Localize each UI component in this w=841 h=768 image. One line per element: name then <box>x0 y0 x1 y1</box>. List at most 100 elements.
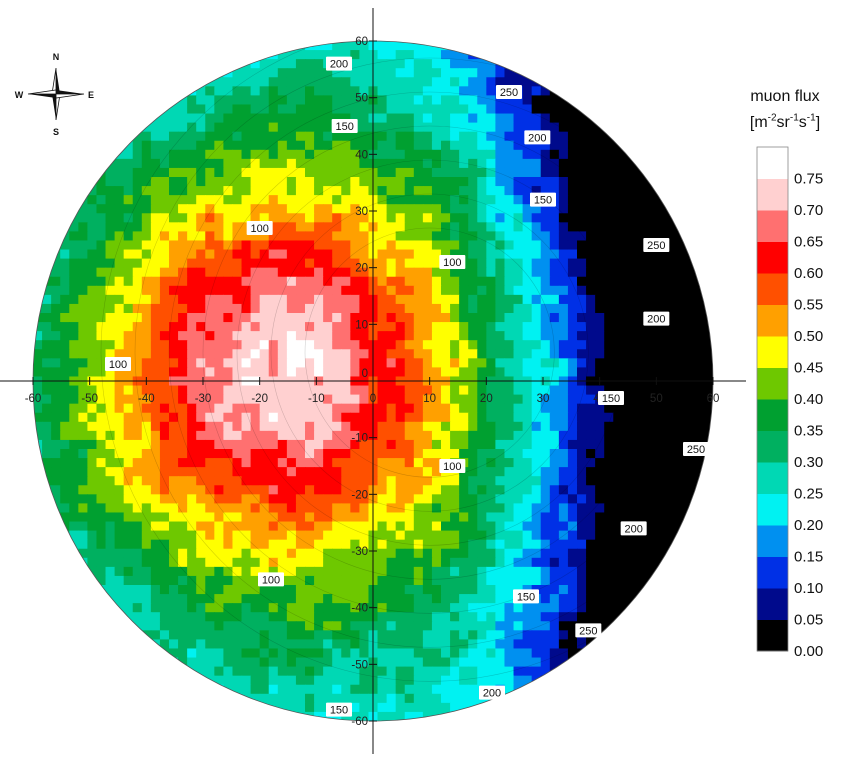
flux-cell <box>286 113 297 124</box>
flux-cell <box>622 539 632 550</box>
flux-cell <box>549 140 560 151</box>
flux-cell <box>250 267 261 278</box>
flux-cell <box>178 213 188 223</box>
flux-cell <box>649 458 660 468</box>
flux-cell <box>413 639 424 650</box>
flux-cell <box>169 204 179 214</box>
flux-cell <box>431 467 442 477</box>
flux-cell <box>386 512 397 523</box>
flux-cell <box>332 439 342 450</box>
flux-cell <box>223 367 234 378</box>
flux-cell <box>187 657 197 668</box>
flux-cell <box>495 177 506 187</box>
flux-cell <box>495 358 506 368</box>
flux-cell <box>404 557 415 568</box>
flux-cell <box>468 566 478 577</box>
flux-cell <box>223 421 234 432</box>
flux-cell <box>214 358 224 368</box>
flux-cell <box>33 430 43 441</box>
flux-cell <box>386 249 397 260</box>
flux-cell <box>558 412 569 423</box>
flux-cell <box>450 240 460 251</box>
flux-cell <box>169 95 179 106</box>
flux-cell <box>522 403 533 414</box>
flux-cell <box>87 222 98 232</box>
flux-cell <box>604 458 614 468</box>
flux-cell <box>377 403 388 414</box>
flux-cell <box>631 575 642 586</box>
flux-cell <box>250 50 261 60</box>
flux-cell <box>577 222 587 232</box>
flux-cell <box>232 539 243 550</box>
flux-cell <box>558 439 569 450</box>
flux-cell <box>232 267 243 278</box>
flux-cell <box>223 684 234 695</box>
flux-cell <box>441 403 451 414</box>
flux-cell <box>558 349 569 359</box>
flux-cell <box>549 530 560 541</box>
flux-cell <box>450 702 460 713</box>
flux-cell <box>150 249 161 260</box>
flux-cell <box>486 566 496 577</box>
flux-cell <box>604 195 614 205</box>
flux-cell <box>386 539 397 550</box>
flux-cell <box>250 603 261 613</box>
flux-cell <box>422 294 433 305</box>
flux-cell <box>622 530 632 541</box>
flux-cell <box>450 403 460 414</box>
flux-cell <box>51 394 61 405</box>
flux-cell <box>214 675 224 686</box>
flux-cell <box>441 430 451 441</box>
flux-cell <box>649 421 660 432</box>
flux-cell <box>141 186 152 196</box>
flux-cell <box>341 331 351 341</box>
flux-cell <box>69 249 79 260</box>
flux-cell <box>604 249 614 260</box>
flux-cell <box>549 222 560 232</box>
flux-cell <box>250 249 261 260</box>
flux-cell <box>459 249 469 260</box>
contour-label-text: 200 <box>483 688 501 700</box>
flux-cell <box>477 394 487 405</box>
flux-cell <box>377 430 388 441</box>
flux-cell <box>114 566 125 577</box>
flux-cell <box>540 113 551 124</box>
flux-cell <box>359 530 370 541</box>
flux-cell <box>703 458 713 468</box>
flux-cell <box>586 439 596 450</box>
flux-cell <box>268 693 279 704</box>
flux-cell <box>87 503 98 514</box>
flux-cell <box>595 639 605 650</box>
flux-cell <box>132 122 143 133</box>
flux-cell <box>604 449 614 459</box>
flux-cell <box>522 285 533 296</box>
flux-cell <box>495 566 506 577</box>
flux-cell <box>431 693 442 704</box>
flux-cell <box>241 439 252 450</box>
flux-cell <box>187 430 197 441</box>
flux-cell <box>622 358 632 368</box>
flux-cell <box>504 113 515 124</box>
flux-cell <box>522 566 533 577</box>
flux-cell <box>359 566 370 577</box>
flux-cell <box>196 530 206 541</box>
flux-cell <box>277 158 288 169</box>
flux-cell <box>250 86 261 96</box>
flux-cell <box>504 104 515 115</box>
flux-cell <box>159 385 170 396</box>
flux-cell <box>441 158 451 169</box>
flux-cell <box>350 331 360 341</box>
flux-cell <box>441 648 451 659</box>
flux-cell <box>259 86 270 96</box>
flux-cell <box>703 358 713 368</box>
flux-cell <box>477 430 487 441</box>
flux-cell <box>495 639 506 650</box>
flux-cell <box>250 240 261 251</box>
flux-cell <box>114 140 125 151</box>
flux-cell <box>277 512 288 523</box>
flux-cell <box>87 412 98 423</box>
flux-cell <box>150 421 161 432</box>
flux-cell <box>332 222 342 232</box>
flux-cell <box>259 340 270 350</box>
flux-cell <box>268 131 279 142</box>
